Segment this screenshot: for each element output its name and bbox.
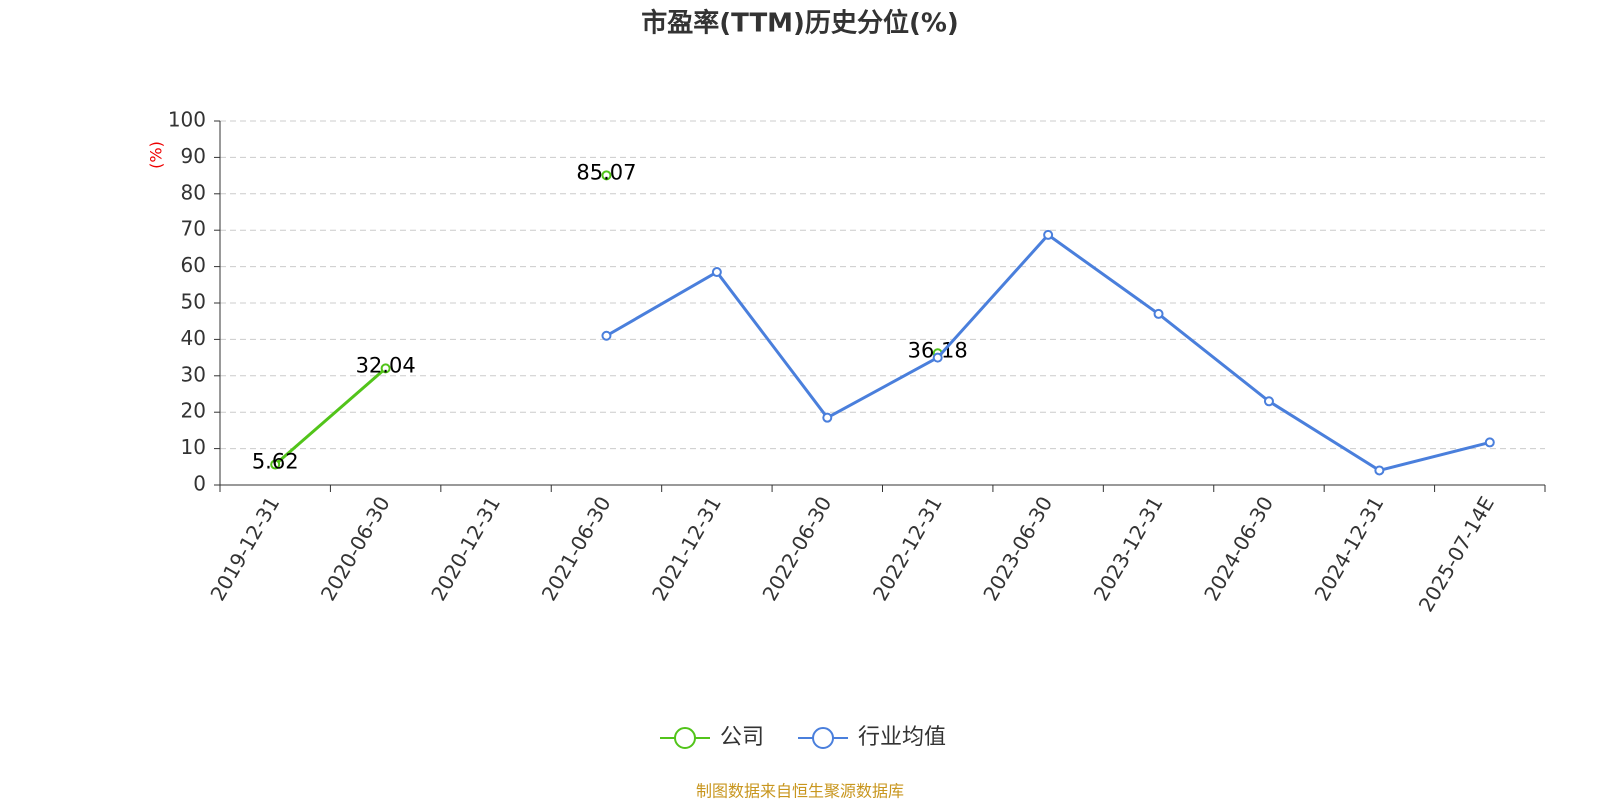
point — [1374, 465, 1385, 476]
point — [601, 330, 612, 341]
series-line — [605, 232, 1491, 473]
x-tick-label: 2021-12-31 — [647, 492, 726, 605]
y-tick-label: 0 — [193, 472, 206, 496]
y-tick-label: 60 — [181, 253, 206, 277]
y-tick-label: 40 — [181, 326, 206, 350]
x-tick-label: 2022-06-30 — [757, 492, 836, 605]
data-label: 32.04 — [356, 353, 416, 377]
x-tick-label: 2024-06-30 — [1199, 492, 1278, 605]
y-tick-label: 50 — [181, 290, 206, 314]
legend-label: 行业均值 — [858, 725, 946, 750]
y-tick-label: 20 — [181, 399, 206, 423]
x-tick-label: 2023-12-31 — [1089, 492, 1168, 605]
y-tick-label: 70 — [181, 217, 206, 241]
point — [270, 459, 281, 470]
x-tick-label: 2020-12-31 — [426, 492, 505, 605]
point — [380, 363, 391, 374]
x-tick-label: 2025-07-14E — [1414, 492, 1499, 616]
point — [1484, 437, 1495, 448]
y-tick-label: 10 — [181, 435, 206, 459]
x-tick-label: 2024-12-31 — [1310, 492, 1389, 605]
y-tick-label: 90 — [181, 144, 206, 168]
chart-title: 市盈率(TTM)历史分位(%) — [641, 8, 959, 39]
x-tick-label: 2019-12-31 — [205, 492, 284, 605]
y-axis-label: (%) — [147, 141, 166, 169]
legend-marker — [674, 727, 696, 749]
x-tick-label: 2022-12-31 — [868, 492, 947, 605]
legend-marker — [812, 727, 835, 749]
y-tick-label: 100 — [168, 108, 206, 132]
point — [1153, 308, 1164, 319]
source-note: 制图数据来自恒生聚源数据库 — [696, 782, 904, 800]
point — [822, 412, 833, 423]
data-label: 85.07 — [576, 160, 636, 184]
y-tick-label: 30 — [181, 362, 206, 386]
point — [932, 352, 943, 363]
data-label: 5.62 — [252, 450, 299, 474]
x-tick-label: 2023-06-30 — [978, 492, 1057, 605]
point — [601, 170, 612, 181]
legend-label: 公司 — [720, 725, 764, 750]
point — [1263, 396, 1274, 407]
point — [711, 267, 722, 278]
x-tick-label: 2021-06-30 — [537, 492, 616, 605]
point — [1043, 229, 1054, 240]
y-tick-label: 80 — [181, 180, 206, 204]
x-tick-label: 2020-06-30 — [316, 492, 395, 605]
